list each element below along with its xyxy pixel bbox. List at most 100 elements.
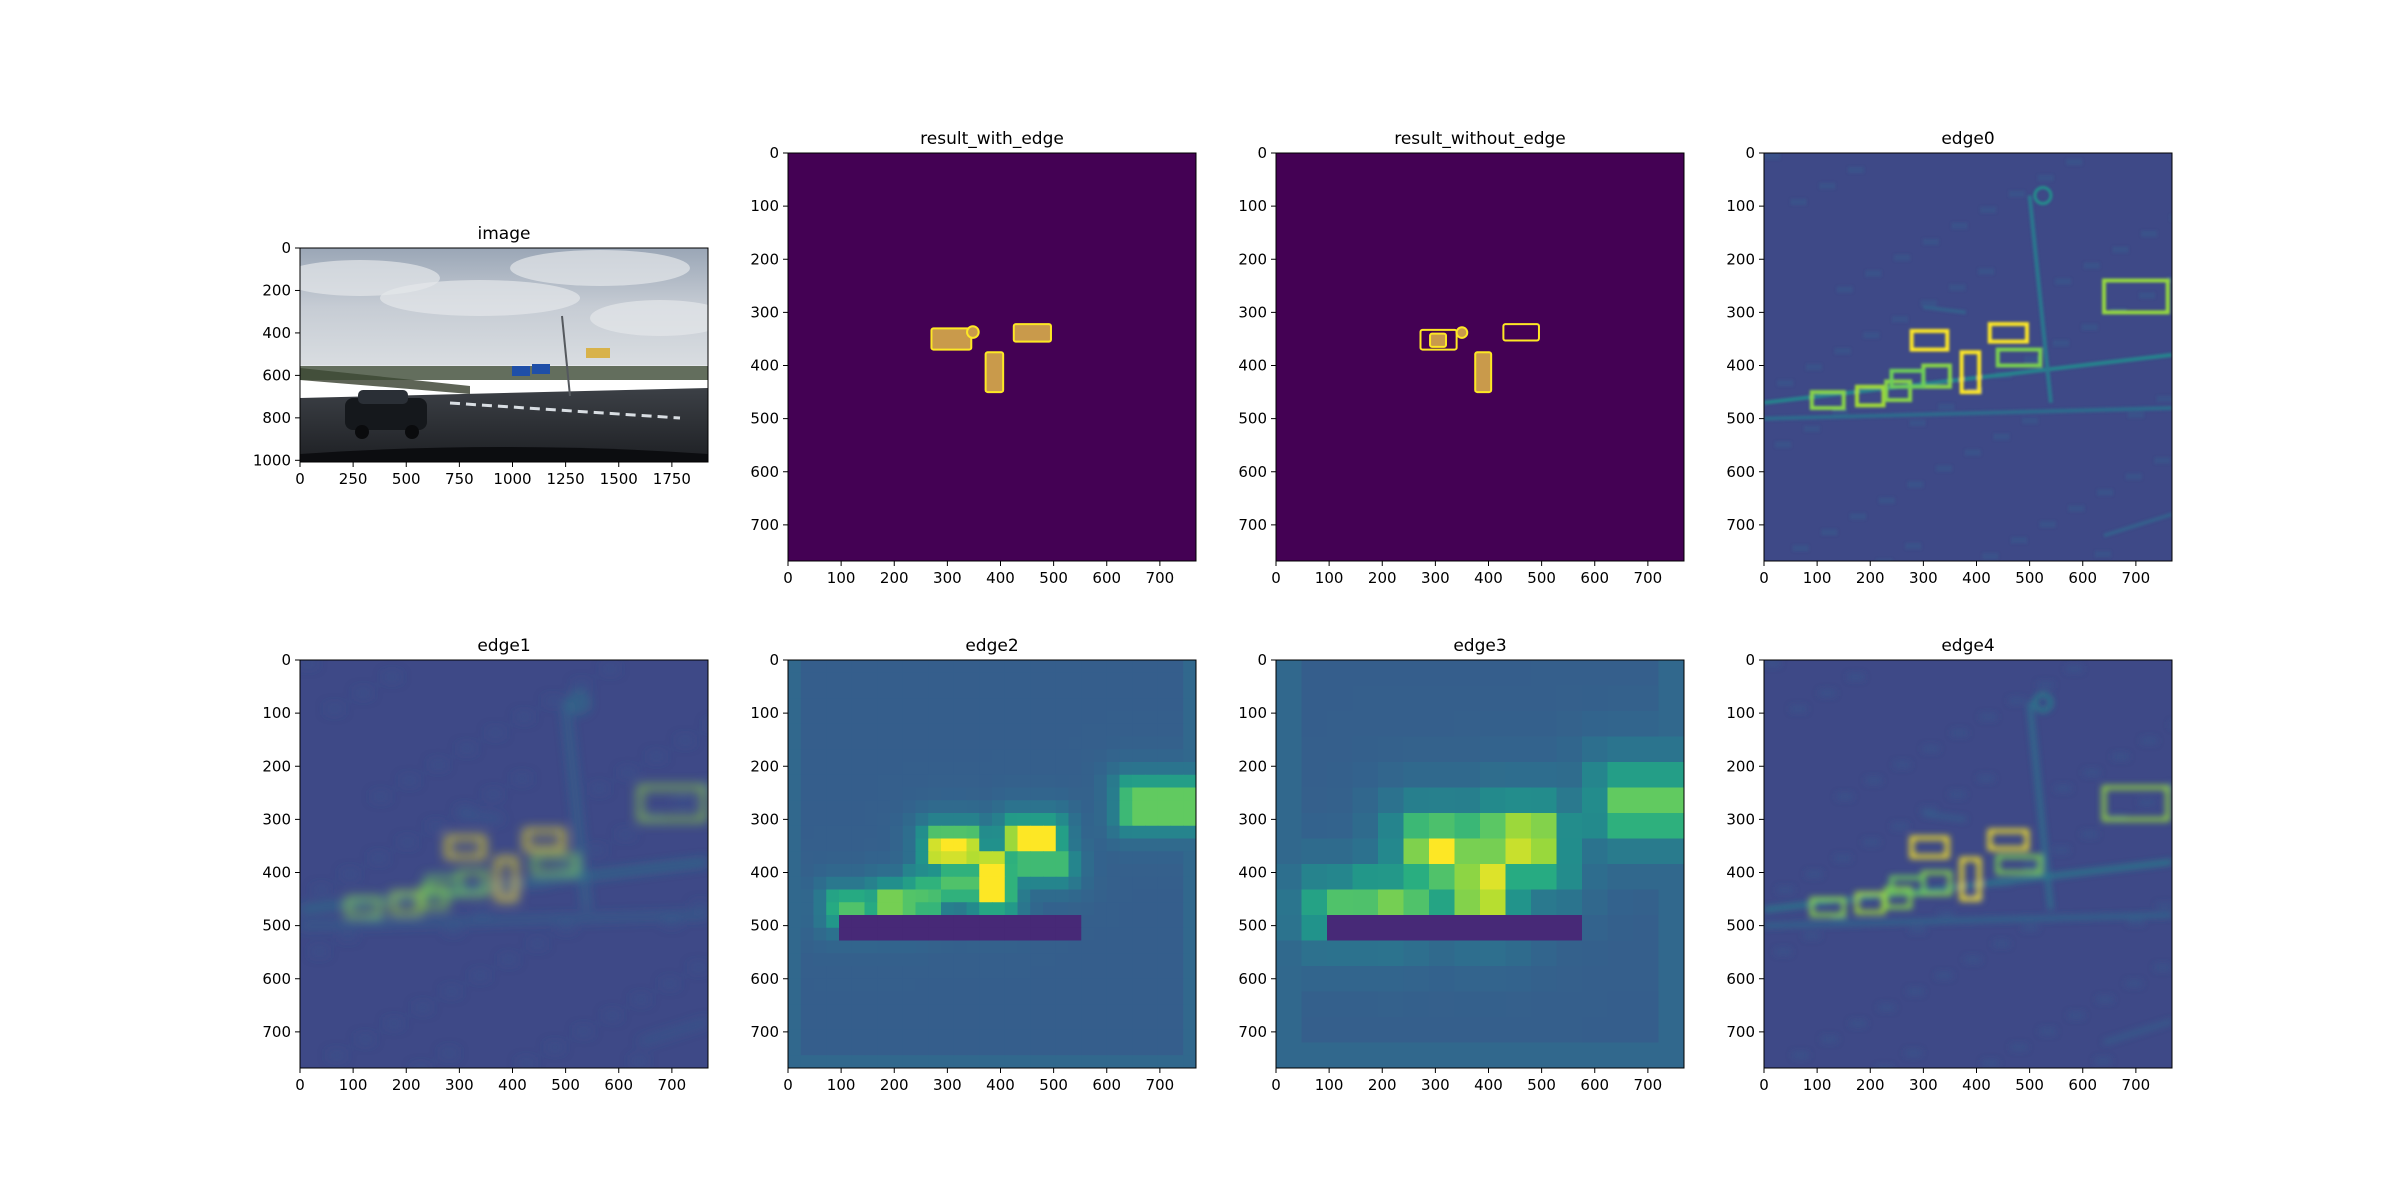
axes-frame	[787, 152, 1197, 562]
subplot-title: image	[478, 224, 531, 244]
x-tick-label: 400	[986, 569, 1015, 587]
y-tick-label: 0	[1745, 144, 1755, 162]
x-tick-label: 1250	[547, 470, 585, 488]
mask-region	[1502, 323, 1540, 342]
x-tick-label: 750	[445, 470, 474, 488]
subplot-title: result_without_edge	[1394, 129, 1566, 149]
x-tick-label: 600	[1092, 569, 1121, 587]
y-tick-label: 200	[262, 757, 291, 775]
x-tick-label: 300	[1909, 569, 1938, 587]
y-tick-label: 400	[750, 357, 779, 375]
mask-region	[1474, 351, 1493, 394]
x-tick-label: 100	[1803, 1076, 1832, 1094]
x-tick-label: 400	[986, 1076, 1015, 1094]
heatmap-image	[1276, 660, 1684, 1068]
x-tick-label: 200	[880, 1076, 909, 1094]
y-tick-label: 1000	[253, 451, 291, 469]
y-tick-label: 500	[1726, 917, 1755, 935]
heatmap-image	[1764, 153, 2172, 561]
x-tick-label: 500	[1527, 1076, 1556, 1094]
y-tick-label: 400	[1238, 864, 1267, 882]
x-tick-label: 0	[1759, 1076, 1769, 1094]
x-tick-label: 600	[604, 1076, 633, 1094]
y-tick-label: 100	[1238, 197, 1267, 215]
y-tick-label: 200	[1726, 250, 1755, 268]
x-tick-label: 600	[1580, 1076, 1609, 1094]
y-tick-label: 200	[1238, 757, 1267, 775]
y-tick-label: 700	[1238, 1023, 1267, 1041]
mask-region	[1419, 328, 1458, 351]
y-tick-label: 700	[750, 1023, 779, 1041]
subplot-edge0: edge0 0 100 200 300 400 500 600 700 0 100 200 300 400…	[1726, 129, 2173, 587]
axes-frame	[299, 659, 709, 1069]
x-tick-label: 300	[933, 569, 962, 587]
y-tick-label: 600	[1238, 970, 1267, 988]
mask-region	[1429, 332, 1447, 348]
subplot-result_without_edge: result_without_edge 0 100 200 300 400 500 600 70…	[1238, 129, 1685, 587]
x-tick-label: 400	[1474, 569, 1503, 587]
x-tick-label: 500	[2015, 1076, 2044, 1094]
x-tick-label: 0	[783, 1076, 793, 1094]
y-tick-label: 400	[750, 864, 779, 882]
y-tick-label: 0	[769, 144, 779, 162]
x-tick-label: 300	[1421, 569, 1450, 587]
y-tick-label: 300	[1238, 810, 1267, 828]
x-tick-label: 700	[1634, 569, 1663, 587]
x-tick-label: 0	[295, 1076, 305, 1094]
y-tick-label: 300	[262, 810, 291, 828]
y-tick-label: 700	[1238, 516, 1267, 534]
heatmap-image	[300, 660, 708, 1068]
y-tick-label: 0	[769, 651, 779, 669]
x-tick-label: 500	[392, 470, 421, 488]
subplot-title: edge3	[1453, 636, 1506, 656]
x-tick-label: 200	[1368, 569, 1397, 587]
subplot-title: edge4	[1941, 636, 1994, 656]
y-tick-label: 500	[750, 917, 779, 935]
y-tick-label: 300	[750, 810, 779, 828]
x-tick-label: 500	[1039, 569, 1068, 587]
subplot-title: edge1	[477, 636, 530, 656]
x-tick-label: 600	[1580, 569, 1609, 587]
subplot-edge3: edge3 0 100 200 300 400 500 600 700 0 100 200 300 400…	[1238, 636, 1685, 1094]
heatmap-image	[788, 660, 1196, 1068]
x-tick-label: 600	[1092, 1076, 1121, 1094]
y-tick-label: 100	[750, 704, 779, 722]
subplot-edge2: edge2 0 100 200 300 400 500 600 700 0 100 200 300 400…	[750, 636, 1197, 1094]
y-tick-label: 0	[1257, 651, 1267, 669]
y-tick-label: 0	[1745, 651, 1755, 669]
x-tick-label: 0	[1271, 569, 1281, 587]
subplot-title: edge2	[965, 636, 1018, 656]
heatmap-image	[788, 153, 1196, 561]
x-tick-label: 100	[827, 1076, 856, 1094]
y-tick-label: 600	[262, 366, 291, 384]
subplot-title: edge0	[1941, 129, 1994, 149]
x-tick-label: 600	[2068, 569, 2097, 587]
x-tick-label: 300	[1909, 1076, 1938, 1094]
x-tick-label: 1500	[600, 470, 638, 488]
y-tick-label: 400	[1726, 864, 1755, 882]
subplot-title: result_with_edge	[920, 129, 1064, 149]
y-tick-label: 200	[750, 757, 779, 775]
x-tick-label: 100	[1315, 1076, 1344, 1094]
x-tick-label: 700	[2122, 1076, 2151, 1094]
axes-frame	[1275, 152, 1685, 562]
y-tick-label: 0	[281, 651, 291, 669]
y-tick-label: 700	[1726, 516, 1755, 534]
x-tick-label: 1750	[653, 470, 691, 488]
y-tick-label: 400	[1238, 357, 1267, 375]
axes-frame	[787, 659, 1197, 1069]
y-tick-label: 100	[750, 197, 779, 215]
y-tick-label: 500	[1726, 410, 1755, 428]
x-tick-label: 300	[933, 1076, 962, 1094]
mask-region	[966, 325, 980, 339]
y-tick-label: 300	[1238, 303, 1267, 321]
mask-region	[1012, 323, 1052, 343]
x-tick-label: 0	[783, 569, 793, 587]
y-tick-label: 600	[1726, 463, 1755, 481]
y-tick-label: 500	[750, 410, 779, 428]
x-tick-label: 700	[1634, 1076, 1663, 1094]
y-tick-label: 700	[262, 1023, 291, 1041]
x-tick-label: 500	[1039, 1076, 1068, 1094]
y-tick-label: 400	[1726, 357, 1755, 375]
